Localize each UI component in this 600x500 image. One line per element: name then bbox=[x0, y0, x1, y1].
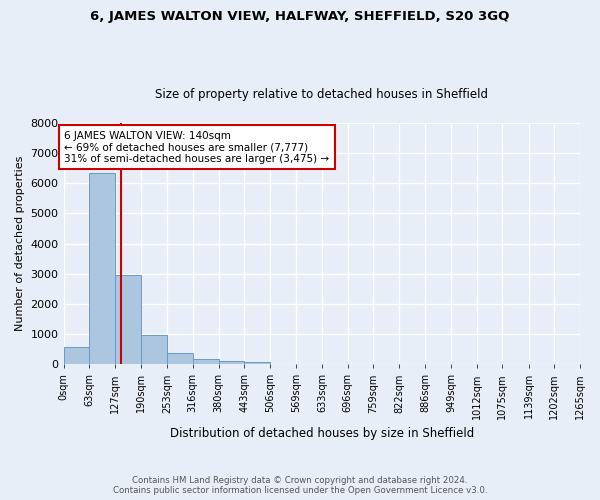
Bar bbox=[89, 172, 115, 364]
Bar bbox=[167, 353, 193, 364]
Bar bbox=[141, 335, 167, 364]
Text: Contains HM Land Registry data © Crown copyright and database right 2024.
Contai: Contains HM Land Registry data © Crown c… bbox=[113, 476, 487, 495]
Bar bbox=[64, 348, 89, 364]
Title: Size of property relative to detached houses in Sheffield: Size of property relative to detached ho… bbox=[155, 88, 488, 101]
Bar bbox=[193, 360, 218, 364]
Text: 6 JAMES WALTON VIEW: 140sqm
← 69% of detached houses are smaller (7,777)
31% of : 6 JAMES WALTON VIEW: 140sqm ← 69% of det… bbox=[64, 130, 329, 164]
Bar bbox=[218, 361, 244, 364]
Text: 6, JAMES WALTON VIEW, HALFWAY, SHEFFIELD, S20 3GQ: 6, JAMES WALTON VIEW, HALFWAY, SHEFFIELD… bbox=[91, 10, 509, 23]
X-axis label: Distribution of detached houses by size in Sheffield: Distribution of detached houses by size … bbox=[170, 427, 474, 440]
Y-axis label: Number of detached properties: Number of detached properties bbox=[15, 156, 25, 332]
Bar bbox=[244, 362, 270, 364]
Bar bbox=[115, 275, 141, 364]
